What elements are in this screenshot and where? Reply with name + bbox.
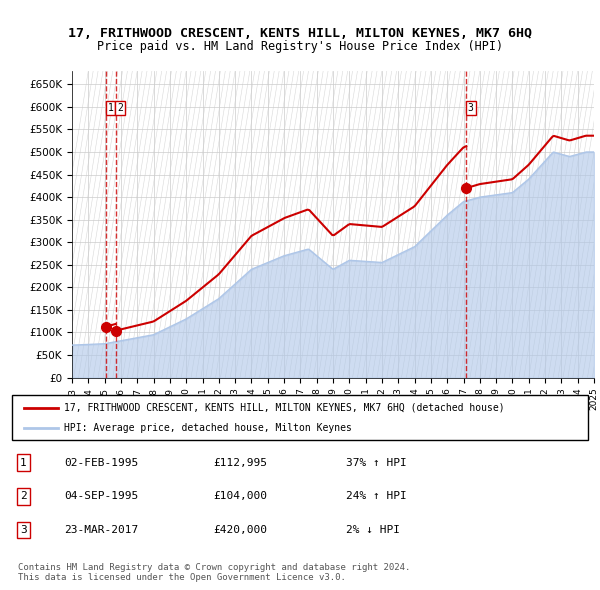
Text: 1: 1 <box>107 103 113 113</box>
Text: Contains HM Land Registry data © Crown copyright and database right 2024.: Contains HM Land Registry data © Crown c… <box>18 563 410 572</box>
Text: Price paid vs. HM Land Registry's House Price Index (HPI): Price paid vs. HM Land Registry's House … <box>97 40 503 53</box>
Text: 37% ↑ HPI: 37% ↑ HPI <box>346 458 407 468</box>
Text: 17, FRITHWOOD CRESCENT, KENTS HILL, MILTON KEYNES, MK7 6HQ (detached house): 17, FRITHWOOD CRESCENT, KENTS HILL, MILT… <box>64 403 505 412</box>
Text: 17, FRITHWOOD CRESCENT, KENTS HILL, MILTON KEYNES, MK7 6HQ: 17, FRITHWOOD CRESCENT, KENTS HILL, MILT… <box>68 27 532 40</box>
Text: 2: 2 <box>20 491 27 502</box>
Text: This data is licensed under the Open Government Licence v3.0.: This data is licensed under the Open Gov… <box>18 573 346 582</box>
Text: 2% ↓ HPI: 2% ↓ HPI <box>346 525 400 535</box>
Text: 02-FEB-1995: 02-FEB-1995 <box>64 458 138 468</box>
Text: 24% ↑ HPI: 24% ↑ HPI <box>346 491 407 502</box>
Text: £104,000: £104,000 <box>214 491 268 502</box>
Text: £420,000: £420,000 <box>214 525 268 535</box>
FancyBboxPatch shape <box>12 395 588 440</box>
Text: £112,995: £112,995 <box>214 458 268 468</box>
Text: HPI: Average price, detached house, Milton Keynes: HPI: Average price, detached house, Milt… <box>64 424 352 434</box>
Text: 23-MAR-2017: 23-MAR-2017 <box>64 525 138 535</box>
Text: 2: 2 <box>117 103 123 113</box>
Text: 3: 3 <box>468 103 474 113</box>
Text: 3: 3 <box>20 525 27 535</box>
Text: 04-SEP-1995: 04-SEP-1995 <box>64 491 138 502</box>
Text: 1: 1 <box>20 458 27 468</box>
